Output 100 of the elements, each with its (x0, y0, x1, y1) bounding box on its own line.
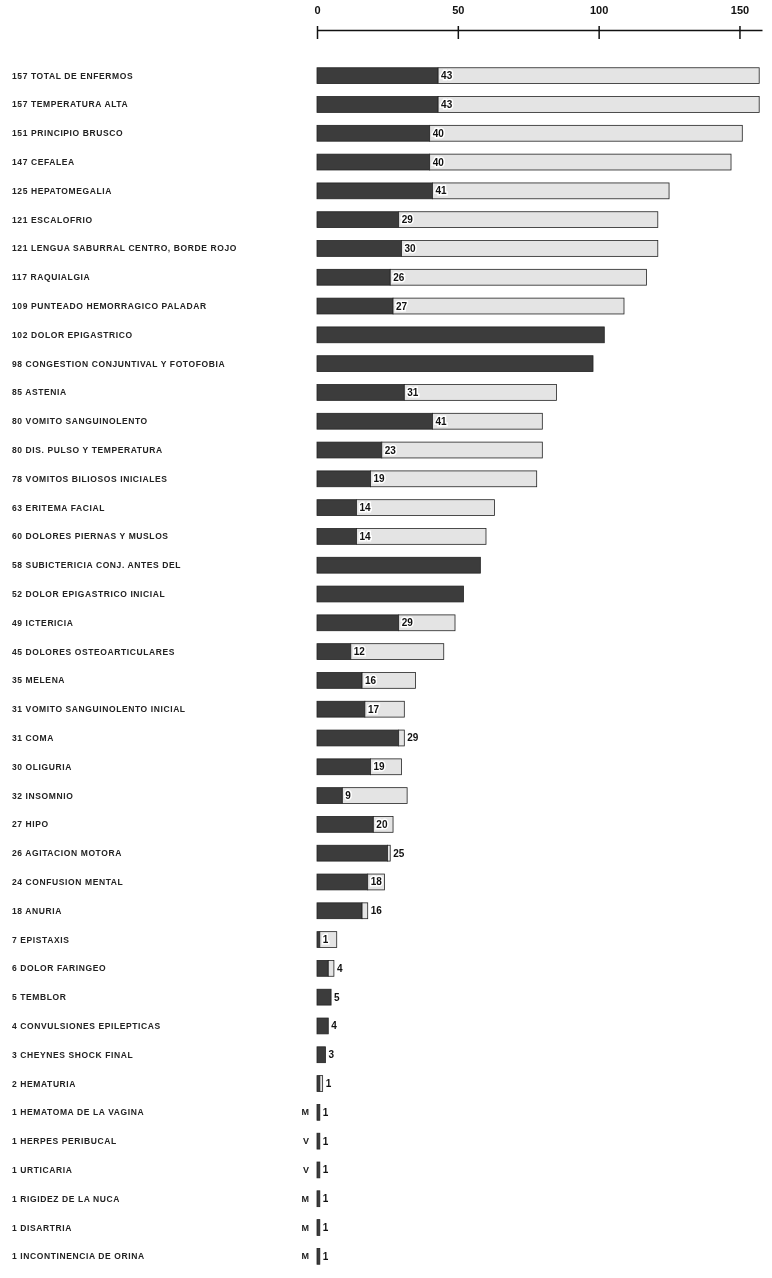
y-tick-label: 1 INCONTINENCIA DE ORINA (12, 1251, 145, 1262)
data-label: 1 (322, 1222, 329, 1234)
x-tick-label: 0 (314, 4, 321, 16)
y-tick-label: 80 VOMITO SANGUINOLENTO (12, 416, 148, 427)
text: M (301, 1193, 309, 1204)
y-tick-label: 102 DOLOR EPIGASTRICO (12, 329, 133, 340)
data-label: 27 (396, 300, 408, 312)
data-label: 41 (435, 185, 448, 197)
bar (316, 1104, 321, 1121)
y-tick-label: 121 LENGUA SABURRAL CENTRO, BORDE ROJO (12, 243, 237, 254)
data-label: 19 (373, 761, 386, 773)
text: V (302, 1165, 309, 1176)
data-label: 18 (370, 876, 383, 888)
bar (316, 1248, 321, 1265)
data-label: 14 (359, 502, 371, 514)
data-label: 25 (393, 847, 405, 859)
bar (316, 1132, 321, 1150)
x-tick-label: 50 (452, 4, 465, 16)
y-tick-label: 45 DOLORES OSTEOARTICULARES (12, 646, 176, 657)
y-tick-label: 117 RAQUIALGIA (12, 272, 91, 283)
y-tick-label: 98 CONGESTION CONJUNTIVAL Y FOTOFOBIA (12, 358, 226, 369)
bar (316, 556, 481, 574)
data-label: 17 (367, 703, 380, 715)
bar (316, 585, 464, 603)
y-tick-label: 85 ASTENIA (12, 387, 67, 398)
data-label: 40 (432, 156, 445, 168)
data-label: 5 (334, 991, 341, 1003)
y-tick-label: 1 HERPES PERIBUCAL (12, 1136, 117, 1147)
y-tick-label: 7 EPISTAXIS (12, 934, 70, 945)
data-label: 1 (322, 1106, 329, 1118)
data-label: 31 (407, 386, 419, 398)
y-tick-label: 24 CONFUSION MENTAL (12, 876, 124, 887)
bar (316, 326, 605, 344)
data-label: 20 (376, 818, 388, 830)
y-tick-label: 30 OLIGURIA (12, 761, 72, 772)
y-tick-label: 157 TEMPERATURA ALTA (12, 99, 129, 110)
x-tick-label: 150 (730, 4, 750, 16)
bar (316, 1017, 329, 1035)
y-tick-label: 3 CHEYNES SHOCK FINAL (12, 1049, 134, 1060)
data-label: 1 (325, 1078, 332, 1090)
text: M (301, 1222, 309, 1233)
data-label: 43 (441, 98, 453, 110)
y-tick-label: 63 ERITEMA FACIAL (12, 502, 106, 513)
data-label: 29 (401, 617, 414, 629)
data-label: 43 (441, 70, 453, 82)
data-label: 14 (359, 530, 371, 542)
y-tick-label: 60 DOLORES PIERNAS Y MUSLOS (12, 531, 169, 542)
data-label: 1 (322, 1250, 329, 1262)
data-label: 16 (365, 674, 377, 686)
data-label: 4 (336, 962, 343, 974)
y-tick-label: 78 VOMITOS BILIOSOS INICIALES (12, 473, 168, 484)
data-label: 26 (393, 271, 405, 283)
y-tick-label: 58 SUBICTERICIA CONJ. ANTES DEL (12, 560, 182, 571)
y-tick-label: 1 DISARTRIA (12, 1222, 72, 1233)
text: M (301, 1251, 309, 1262)
y-tick-label: 109 PUNTEADO HEMORRAGICO PALADAR (12, 301, 207, 312)
y-tick-label: 1 HEMATOMA DE LA VAGINA (12, 1107, 145, 1118)
y-tick-label: 6 DOLOR FARINGEO (12, 963, 107, 974)
text: M (301, 1107, 309, 1118)
y-tick-label: 18 ANURIA (12, 905, 62, 916)
x-tick-label: 100 (589, 4, 609, 16)
y-tick-label: 27 HIPO (12, 819, 49, 830)
bar (316, 844, 388, 862)
y-tick-label: 5 TEMBLOR (12, 992, 67, 1003)
y-tick-label: 52 DOLOR EPIGASTRICO INICIAL (12, 588, 166, 599)
data-label: 23 (384, 444, 397, 456)
y-tick-label: 26 AGITACION MOTORA (12, 848, 122, 859)
data-label: 4 (331, 1020, 338, 1032)
y-tick-label: 121 ESCALOFRIO (12, 214, 93, 225)
data-label: 29 (407, 732, 419, 744)
y-tick-label: 31 VOMITO SANGUINOLENTO INICIAL (12, 704, 186, 715)
bar (316, 1161, 321, 1179)
y-tick-label: 147 CEFALEA (12, 157, 75, 168)
y-tick-label: 2 HEMATURIA (12, 1078, 77, 1089)
y-tick-label: 1 RIGIDEZ DE LA NUCA (12, 1193, 121, 1204)
data-label: 1 (322, 1164, 329, 1176)
y-tick-label: 35 MELENA (12, 675, 66, 686)
data-label: 30 (404, 242, 417, 254)
y-tick-label: 157 TOTAL DE ENFERMOS (12, 70, 134, 81)
data-label: 1 (322, 1135, 329, 1147)
y-tick-label: 32 INSOMNIO (12, 790, 74, 801)
data-label: 1 (322, 1193, 329, 1205)
bar (316, 355, 594, 372)
y-tick-label: 1 URTICARIA (12, 1164, 73, 1175)
y-tick-label: 31 COMA (12, 732, 54, 743)
data-label: 40 (432, 127, 445, 139)
bar (316, 1190, 321, 1208)
bar (316, 1046, 326, 1064)
data-label: 1 (322, 934, 329, 946)
text: V (302, 1136, 309, 1147)
bar (316, 1219, 321, 1236)
data-label: 41 (435, 415, 448, 427)
data-label: 29 (401, 214, 414, 226)
y-tick-label: 151 PRINCIPIO BRUSCO (12, 128, 124, 139)
y-tick-label: 80 DIS. PULSO Y TEMPERATURA (12, 445, 163, 455)
y-tick-label: 4 CONVULSIONES EPILEPTICAS (12, 1020, 161, 1031)
data-label: 3 (328, 1049, 335, 1061)
data-label: 12 (353, 646, 366, 658)
data-label: 19 (373, 473, 386, 485)
data-label: 9 (345, 790, 352, 802)
